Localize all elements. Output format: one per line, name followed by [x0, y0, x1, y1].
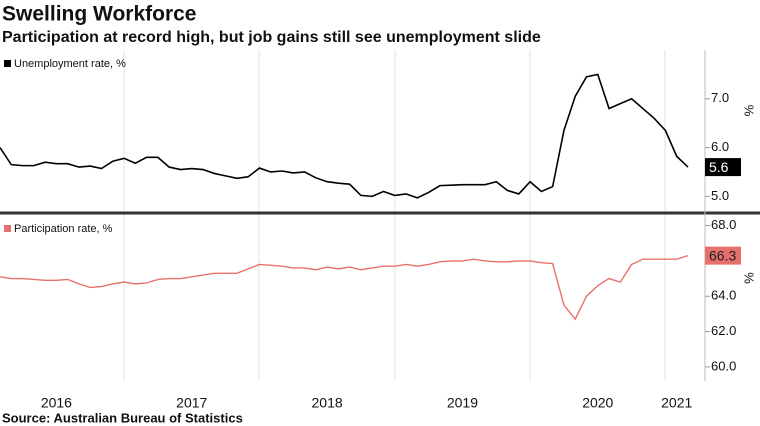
- y-tick-label: 68.0: [711, 217, 736, 232]
- last-value-badge: [705, 158, 741, 177]
- legend-swatch: [4, 225, 11, 232]
- x-tick-label: 2018: [312, 395, 343, 411]
- data-line: [0, 254, 689, 321]
- data-line: [0, 73, 689, 199]
- source: Source: Australian Bureau of Statistics: [2, 410, 243, 425]
- last-value-label: 66.3: [709, 247, 736, 263]
- x-tick-label: 2020: [582, 395, 613, 411]
- x-tick-label: 2021: [661, 395, 692, 411]
- chart-subtitle: Participation at record high, but job ga…: [2, 29, 541, 46]
- last-value-label: 5.6: [709, 159, 729, 175]
- x-tick-label: 2016: [41, 395, 72, 411]
- x-tick-label: 2019: [447, 395, 478, 411]
- y-axis-label: %: [742, 272, 757, 284]
- y-tick-label: 7.0: [711, 90, 729, 105]
- last-value-badge: [705, 246, 741, 265]
- legend-label: Unemployment rate, %: [14, 58, 126, 70]
- legend-swatch: [4, 60, 11, 67]
- legend-label: Participation rate, %: [14, 223, 113, 235]
- x-tick-label: 2017: [176, 395, 207, 411]
- y-tick-label: 60.0: [711, 358, 736, 373]
- y-tick-label: 62.0: [711, 323, 736, 338]
- y-axis-label: %: [742, 105, 757, 117]
- year-gridlines: [123, 50, 666, 381]
- chart-title: Swelling Workforce: [2, 3, 197, 26]
- y-tick-label: 6.0: [711, 139, 729, 154]
- y-tick-label: 5.0: [711, 188, 729, 203]
- y-tick-label: 64.0: [711, 288, 736, 303]
